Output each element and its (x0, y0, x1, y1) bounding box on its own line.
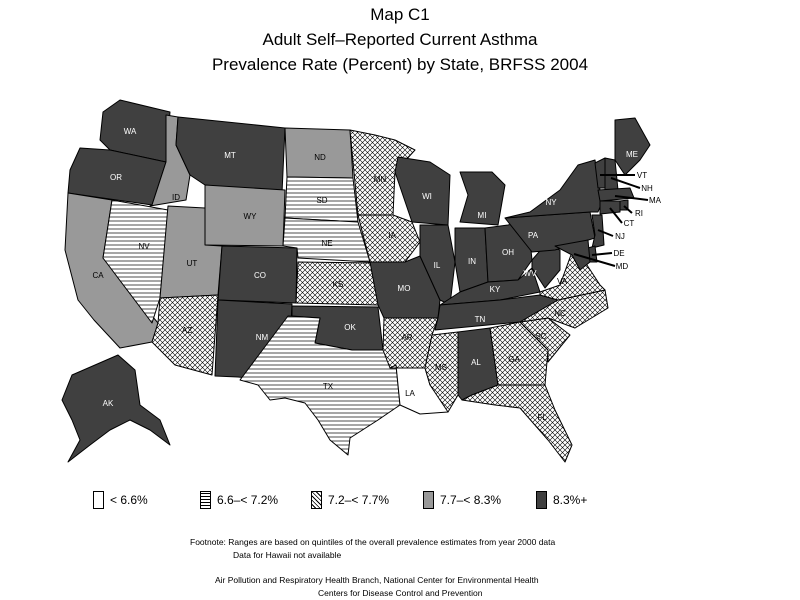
state-label-pa: PA (528, 231, 539, 240)
state-ny (504, 159, 603, 219)
state-label-mo: MO (398, 284, 411, 293)
state-md (554, 239, 591, 271)
state-label-ms: MS (435, 363, 447, 372)
state-label-md: MD (616, 262, 629, 271)
state-label-co: CO (254, 271, 266, 280)
state-label-ok: OK (344, 323, 356, 332)
state-label-la: LA (405, 389, 415, 398)
state-label-fl: FL (537, 413, 547, 422)
state-label-il: IL (434, 261, 441, 270)
footnote-line-1: Footnote: Ranges are based on quintiles … (190, 537, 556, 547)
state-label-ut: UT (187, 259, 198, 268)
state-label-vt: VT (637, 171, 647, 180)
state-label-tn: TN (475, 315, 486, 324)
legend-item-0: < 6.6% (93, 488, 148, 512)
state-label-wv: WV (524, 269, 538, 278)
state-label-ma: MA (649, 196, 662, 205)
state-label-sd: SD (316, 196, 327, 205)
legend-swatch-1 (200, 491, 211, 509)
legend-label-0: < 6.6% (110, 493, 148, 507)
state-label-ar: AR (401, 333, 412, 342)
state-label-ky: KY (490, 285, 501, 294)
state-label-mt: MT (224, 151, 236, 160)
state-label-or: OR (110, 173, 122, 182)
source-line-2: Centers for Disease Control and Preventi… (318, 588, 483, 598)
state-label-wa: WA (124, 127, 137, 136)
state-label-ia: IA (388, 231, 396, 240)
state-ma (597, 187, 635, 202)
footnote-line-2: Data for Hawaii not available (233, 550, 342, 560)
state-label-mi: MI (478, 211, 487, 220)
state-label-wi: WI (422, 192, 432, 201)
state-nv (102, 199, 169, 324)
leader-lines-layer (573, 174, 649, 267)
state-label-nd: ND (314, 153, 326, 162)
state-label-ak: AK (103, 399, 114, 408)
leader-line-ma (614, 195, 649, 201)
legend-swatch-4 (536, 491, 547, 509)
legend-label-3: 7.7–< 8.3% (440, 493, 502, 507)
state-label-id: ID (172, 193, 180, 202)
legend-item-2: 7.2–< 7.7% (311, 488, 389, 512)
state-wi (394, 156, 451, 226)
state-label-ne: NE (321, 239, 332, 248)
state-label-mn: MN (374, 175, 387, 184)
state-label-al: AL (471, 358, 481, 367)
legend-item-4: 8.3%+ (536, 488, 587, 512)
state-label-tx: TX (323, 382, 334, 391)
leader-line-md (573, 253, 616, 267)
state-label-va: VA (557, 277, 568, 286)
state-label-ks: KS (333, 280, 344, 289)
state-ne (282, 217, 371, 263)
state-me (614, 117, 651, 176)
state-ga (489, 321, 549, 386)
legend-swatch-2 (311, 491, 322, 509)
state-ct (599, 200, 621, 215)
state-fl (461, 384, 573, 463)
state-label-ny: NY (545, 198, 557, 207)
state-az (151, 294, 219, 376)
us-states-map: WA OR CA NV ID MT WY UT AZ CO NM ND SD NE KS OK TX MN IA MO… (61, 99, 662, 463)
legend-label-4: 8.3%+ (553, 493, 588, 507)
state-label-de: DE (613, 249, 624, 258)
legend-item-3: 7.7–< 8.3% (423, 488, 501, 512)
state-label-nc: NC (554, 309, 566, 318)
state-label-sc: SC (535, 332, 546, 341)
state-label-in: IN (468, 257, 476, 266)
state-label-ca: CA (92, 271, 104, 280)
state-ak (61, 354, 171, 463)
state-mi (459, 171, 506, 226)
state-label-ga: GA (508, 355, 520, 364)
map-title: Map C1 (370, 5, 430, 24)
state-label-ct: CT (624, 219, 635, 228)
state-label-wy: WY (244, 212, 258, 221)
state-label-me: ME (626, 150, 638, 159)
state-labels-layer: WA OR CA NV ID MT WY UT AZ CO NM ND SD NE KS OK TX MN IA MO… (92, 127, 661, 422)
leader-line-nj (597, 229, 614, 237)
legend-label-2: 7.2–< 7.7% (328, 493, 390, 507)
leader-line-ri (623, 205, 633, 214)
state-label-nm: NM (256, 333, 269, 342)
state-label-ri: RI (635, 209, 643, 218)
legend-swatch-3 (423, 491, 434, 509)
legend-item-1: 6.6–< 7.2% (200, 488, 278, 512)
state-nj (591, 214, 605, 249)
state-label-oh: OH (502, 248, 514, 257)
state-tx (239, 315, 401, 456)
leader-line-nh (610, 177, 641, 189)
legend-label-1: 6.6–< 7.2% (217, 493, 279, 507)
leader-line-de (591, 252, 613, 256)
leader-line-ct (609, 207, 623, 224)
legend-swatch-0 (93, 491, 104, 509)
state-va (539, 251, 606, 301)
state-label-nj: NJ (615, 232, 625, 241)
source-line-1: Air Pollution and Respiratory Health Bra… (215, 575, 539, 585)
state-label-az: AZ (182, 326, 192, 335)
states-layer (61, 99, 651, 463)
map-subtitle: Adult Self–Reported Current Asthma (262, 30, 538, 49)
state-label-nh: NH (641, 184, 653, 193)
map-subtitle-rate: Prevalence Rate (Percent) by State, BRFS… (211, 55, 589, 74)
state-label-nv: NV (138, 242, 150, 251)
